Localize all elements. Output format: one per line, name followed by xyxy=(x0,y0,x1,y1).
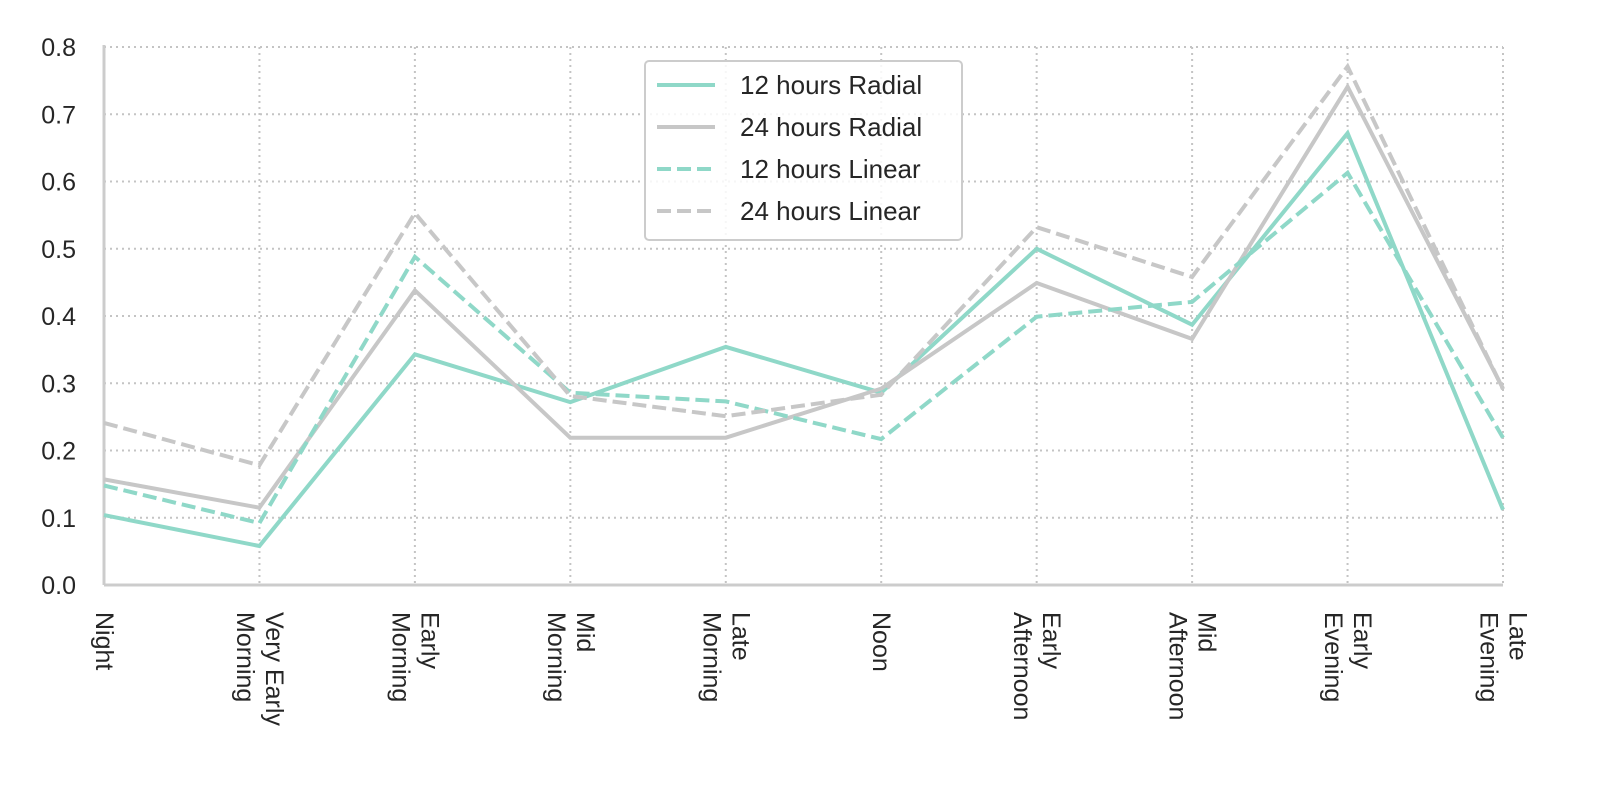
x-tick-label: Very Early xyxy=(260,612,288,726)
legend-label: 24 hours Linear xyxy=(740,196,921,226)
x-tick-label: Mid xyxy=(571,612,599,652)
x-tick-label: Late xyxy=(1504,612,1532,661)
x-tick-label: Evening xyxy=(1475,612,1503,702)
x-tick-label: Evening xyxy=(1319,612,1347,702)
x-tick-label: Late xyxy=(726,612,754,661)
series-line-24-hours-linear xyxy=(103,62,1505,468)
y-tick-label: 0.2 xyxy=(41,438,76,466)
y-tick-label: 0.6 xyxy=(41,169,76,197)
series-line-12-hours-radial xyxy=(103,129,1505,549)
x-tick-label: Morning xyxy=(542,612,570,702)
axes xyxy=(102,45,1503,587)
legend: 12 hours Radial 24 hours Radial 12 hours L… xyxy=(644,60,963,241)
x-tick-label: Morning xyxy=(386,612,414,702)
y-tick-label: 0.3 xyxy=(41,370,76,398)
series-line-12-hours-linear xyxy=(103,169,1505,526)
y-tick-label: 0.7 xyxy=(41,101,76,129)
y-tick-label: 0.4 xyxy=(41,303,76,331)
x-tick-label: Morning xyxy=(231,612,259,702)
x-tick-label: Early xyxy=(1037,612,1065,669)
x-tick-label: Noon xyxy=(867,612,895,672)
x-tick-label: Afternoon xyxy=(1008,612,1036,720)
x-tick-label: Mid xyxy=(1193,612,1221,652)
x-tick-label: Afternoon xyxy=(1164,612,1192,720)
y-tick-label: 0.0 xyxy=(41,572,76,600)
legend-label: 12 hours Radial xyxy=(740,70,922,100)
grid-lines xyxy=(104,46,1504,585)
y-tick-label: 0.5 xyxy=(41,236,76,264)
y-tick-labels: 0.0 0.1 0.2 0.3 0.4 0.5 0.6 0.7 0.8 xyxy=(41,34,76,600)
x-tick-label: Morning xyxy=(697,612,725,702)
x-tick-label: Night xyxy=(90,612,118,670)
y-tick-label: 0.1 xyxy=(41,505,76,533)
legend-label: 12 hours Linear xyxy=(740,154,921,184)
x-tick-label: Early xyxy=(1348,612,1376,669)
legend-frame xyxy=(644,60,963,241)
series-lines xyxy=(103,62,1505,549)
series-line-24-hours-radial xyxy=(103,82,1505,510)
legend-label: 24 hours Radial xyxy=(740,112,922,142)
y-tick-label: 0.8 xyxy=(41,34,76,62)
x-tick-label: Early xyxy=(415,612,443,669)
